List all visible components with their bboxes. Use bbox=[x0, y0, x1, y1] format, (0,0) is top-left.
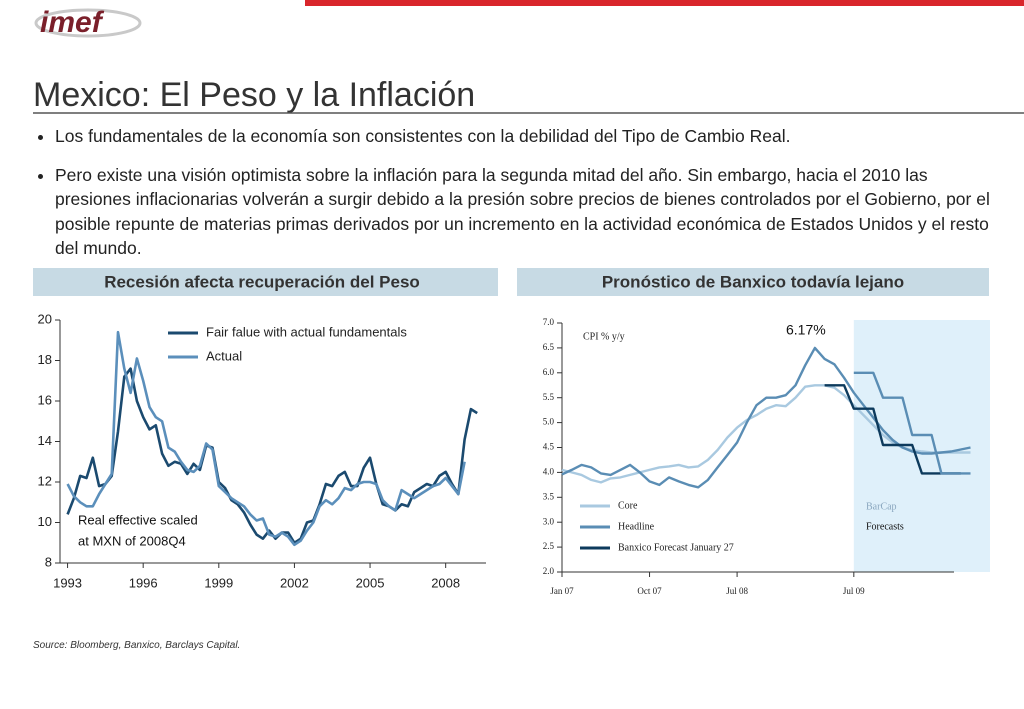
series-line bbox=[824, 384, 961, 475]
bullet-list: Los fundamentales de la economía son con… bbox=[33, 124, 1008, 275]
x-tick-label: 1999 bbox=[204, 575, 233, 590]
y-tick-label: 6.0 bbox=[543, 367, 555, 377]
legend-label: Core bbox=[618, 500, 638, 511]
series-line bbox=[66, 330, 466, 547]
y-tick-label: 16 bbox=[38, 392, 52, 407]
source-note: Source: Bloomberg, Banxico, Barclays Cap… bbox=[33, 640, 241, 651]
y-tick-label: 3.0 bbox=[543, 516, 555, 526]
legend-label: Fair falue with actual fundamentals bbox=[206, 324, 407, 339]
y-tick-label: 4.5 bbox=[543, 442, 555, 452]
logo-swoosh bbox=[34, 8, 142, 38]
x-tick-label: 2008 bbox=[431, 575, 460, 590]
series-line bbox=[853, 371, 971, 475]
y-tick-label: 10 bbox=[38, 514, 52, 529]
y-tick-label: 5.5 bbox=[543, 392, 555, 402]
annotation: 6.17% bbox=[786, 322, 826, 338]
y-tick-label: 14 bbox=[38, 433, 52, 448]
x-tick-label: Jul 08 bbox=[726, 586, 748, 596]
logo: imef bbox=[40, 6, 105, 39]
annotation: CPI % y/y bbox=[583, 331, 625, 342]
annotation: Real effective scaled bbox=[78, 512, 198, 527]
y-tick-label: 2.5 bbox=[543, 541, 555, 551]
annotation: at MXN of 2008Q4 bbox=[78, 533, 186, 548]
y-tick-label: 6.5 bbox=[543, 342, 555, 352]
legend-label: Banxico Forecast January 27 bbox=[618, 542, 734, 553]
forecast-region bbox=[853, 320, 990, 572]
slide-title: Mexico: El Peso y la Inflación bbox=[33, 76, 475, 114]
chart-heading-box bbox=[517, 268, 989, 296]
y-tick-label: 18 bbox=[38, 352, 52, 367]
chart-heading-box bbox=[33, 268, 498, 296]
chart-title: Pronóstico de Banxico todavía lejano bbox=[602, 272, 904, 291]
y-tick-label: 20 bbox=[38, 311, 52, 326]
top-bar bbox=[305, 0, 1024, 6]
legend-label: Actual bbox=[206, 348, 242, 363]
y-tick-label: 7.0 bbox=[543, 317, 555, 327]
x-tick-label: 1993 bbox=[53, 575, 82, 590]
y-tick-label: 12 bbox=[38, 473, 52, 488]
x-tick-label: Oct 07 bbox=[637, 586, 662, 596]
x-tick-label: 1996 bbox=[129, 575, 158, 590]
x-tick-label: 2005 bbox=[356, 575, 385, 590]
series-line bbox=[561, 346, 971, 489]
annotation: Forecasts bbox=[866, 521, 904, 532]
bullet: Los fundamentales de la economía son con… bbox=[55, 124, 1008, 149]
x-tick-label: 2002 bbox=[280, 575, 309, 590]
annotation: BarCap bbox=[866, 501, 897, 512]
x-tick-label: Jul 09 bbox=[843, 586, 865, 596]
y-tick-label: 8 bbox=[45, 554, 52, 569]
y-tick-label: 3.5 bbox=[543, 491, 555, 501]
x-tick-label: Jan 07 bbox=[550, 586, 574, 596]
bullet: Pero existe una visión optimista sobre l… bbox=[55, 163, 1008, 261]
y-tick-label: 5.0 bbox=[543, 417, 555, 427]
y-tick-label: 4.0 bbox=[543, 466, 555, 476]
y-tick-label: 2.0 bbox=[543, 566, 555, 576]
legend-label: Headline bbox=[618, 521, 655, 532]
chart-title: Recesión afecta recuperación del Peso bbox=[104, 272, 420, 291]
